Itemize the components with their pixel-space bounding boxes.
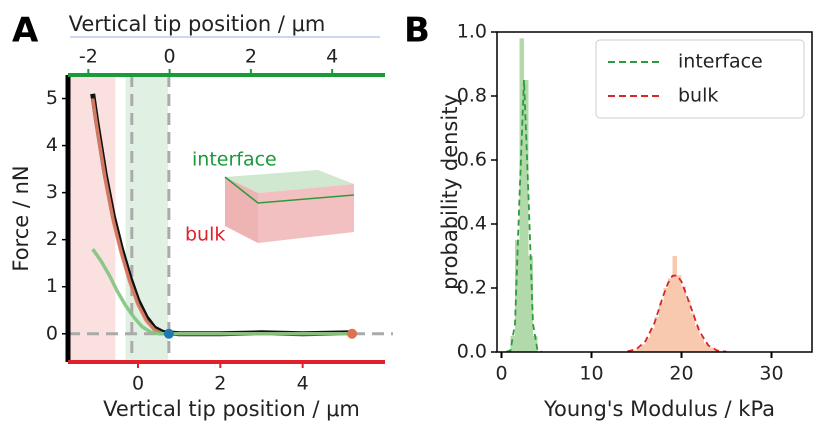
data-point [163, 328, 174, 339]
x-axis-label: Vertical tip position / μm [103, 397, 360, 421]
x-tick-label: 30 [759, 363, 783, 385]
panel-label: B [404, 11, 430, 51]
histogram-bar [533, 336, 538, 352]
histogram-bar [713, 350, 718, 352]
fit-line [505, 79, 543, 353]
axes-frame [496, 31, 813, 353]
y-axis-label: Force / nN [9, 165, 33, 271]
block-front [258, 184, 354, 243]
top-x-axis-label: Vertical tip position / μm [69, 12, 326, 36]
y-tick-label: 0.0 [457, 341, 487, 363]
block-left [225, 177, 258, 243]
shaded-span [68, 75, 116, 362]
histogram-bar [650, 328, 655, 352]
y-tick-label: 1.0 [457, 21, 487, 43]
plot-area [68, 75, 169, 362]
histogram-bar [524, 80, 529, 352]
histogram-bar [704, 343, 709, 352]
histogram-bar [699, 336, 704, 352]
histogram-bar [659, 302, 664, 352]
histogram-bar [677, 275, 682, 352]
annotation: bulk [185, 224, 225, 246]
histogram-bar [663, 288, 668, 352]
histogram-bar [515, 240, 520, 352]
y-tick-label: 0.8 [457, 85, 487, 107]
histogram-bar [528, 256, 533, 352]
legend-box [595, 39, 805, 119]
fit-line [627, 274, 727, 353]
data-line [91, 248, 353, 336]
x-tick-label: 20 [669, 363, 693, 385]
legend-label: bulk [678, 85, 718, 107]
histogram-bar [654, 316, 659, 352]
histogram-bar [645, 337, 650, 352]
histogram-bar [510, 336, 515, 352]
x-tick-label: 0 [132, 373, 144, 395]
legend-label: interface [678, 51, 763, 73]
y-tick-label: 4 [46, 134, 58, 156]
y-tick-label: 0 [46, 322, 58, 344]
histogram-bar [672, 256, 677, 352]
y-axis-label: probability density [438, 94, 462, 290]
histogram-bar [708, 347, 713, 352]
histogram-bar [690, 313, 695, 352]
y-tick-label: 0.4 [457, 213, 487, 235]
x-tick-label: 10 [579, 363, 603, 385]
y-tick-label: 0.6 [457, 149, 487, 171]
top-x-tick-label: 2 [245, 46, 257, 68]
block-interface [224, 176, 355, 204]
histogram-bar [681, 286, 686, 352]
histogram-bar [641, 344, 646, 352]
panel-label: A [12, 11, 39, 51]
annotation: interface [192, 149, 277, 171]
histogram-bar [632, 350, 637, 352]
histogram-bar [519, 38, 524, 353]
y-tick-label: 0.2 [457, 277, 487, 299]
x-tick-label: 2 [214, 373, 226, 395]
top-x-tick-label: 4 [326, 46, 338, 68]
inset-block [224, 170, 355, 243]
block-top [225, 170, 354, 193]
histogram-bar [695, 326, 700, 352]
y-tick-label: 1 [46, 275, 58, 297]
x-tick-label: 0 [495, 363, 507, 385]
histogram-bar [636, 348, 641, 352]
top-x-tick-label: 0 [164, 46, 176, 68]
top-x-tick-label: -2 [79, 46, 98, 68]
histogram-bar [668, 278, 673, 352]
data-point [347, 328, 358, 339]
histogram-bar [686, 299, 691, 352]
y-tick-label: 5 [46, 87, 58, 109]
y-tick-label: 2 [46, 228, 58, 250]
x-tick-label: 4 [297, 373, 309, 395]
y-tick-label: 3 [46, 181, 58, 203]
x-axis-label: Young's Modulus / kPa [543, 397, 775, 421]
